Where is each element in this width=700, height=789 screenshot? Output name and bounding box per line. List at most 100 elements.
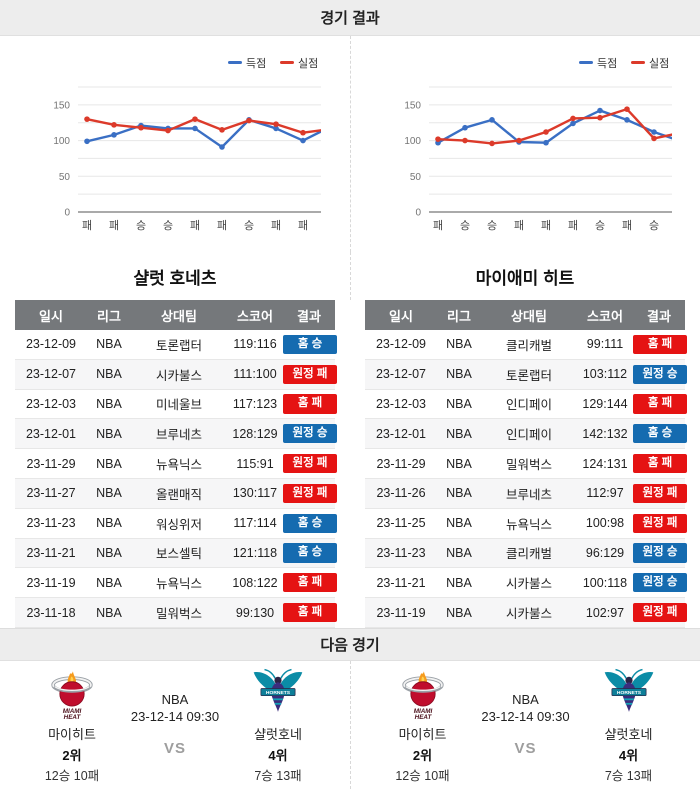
team-rank: 2위 [62,747,82,763]
scored-series [435,107,672,146]
cell-result: 홈 승 [633,424,687,444]
column-header: 일시 [389,308,413,324]
legend-label: 실점 [649,57,669,70]
cell-result: 원정 승 [633,573,687,593]
cell-date: 23-12-07 [25,367,77,382]
cell-date: 23-12-07 [375,367,427,382]
cell-opponent: 토론랩터 [505,368,552,383]
hornets-logo: HORNETS [253,668,303,712]
cell-league: NBA [446,486,472,501]
grid-lines [78,86,321,213]
cell-league: NBA [446,367,472,382]
heat-table-panel: 마이애미 히트 일시 리그 상대팀 스코어 결과 23-12-09 NBA 클리캐벌 99:1… [350,252,700,628]
svg-text:50: 50 [59,172,71,183]
cell-result: 홈 승 [283,513,337,533]
cell-date: 23-11-23 [26,516,76,531]
result-badge: 홈 승 [633,424,687,444]
cell-result: 원정 승 [283,424,337,444]
cell-score: 117:123 [232,396,278,411]
heat-results-table: 일시 리그 상대팀 스코어 결과 23-12-09 NBA 클리캐벌 99:111 홈 패 23-… [365,300,687,628]
table-header-row: 일시 리그 상대팀 스코어 결과 [365,300,685,330]
result-badge: 원정 패 [283,364,337,384]
cell-date: 23-11-26 [376,486,426,501]
table-row: 23-12-01 NBA 브루네츠 128:129 원정 승 [15,419,337,450]
grid-lines [429,86,672,213]
hornets-results-chart: 0 50 100 150 패 패 승 승 패 패 승 패 패 득점 실점 [53,57,321,232]
result-badge: 홈 승 [283,334,337,354]
table-row: 23-12-07 NBA 토론랩터 103:112 원정 승 [365,359,687,390]
table-body: 23-12-09 NBA 토론랩터 119:116 홈 승 23-12-07 NBA 시카불스… [15,330,337,628]
table-row: 23-12-03 NBA 미네울브 117:123 홈 패 [15,390,337,420]
cell-score: 128:129 [232,426,278,441]
y-axis-labels: 0 50 100 150 [404,100,421,218]
scored-series [84,117,321,150]
table-row: 23-11-19 NBA 시카불스 102:97 원정 패 [365,598,687,628]
cell-opponent: 미네울브 [155,398,202,413]
cell-opponent: 클리캐벌 [505,338,552,353]
table-row: 23-12-09 NBA 토론랩터 119:116 홈 승 [15,330,337,360]
tables-section: 샬럿 호네츠 일시 리그 상대팀 스코어 결과 23-12-09 NBA 토론랩터 119:1… [0,252,700,628]
cell-score: 103:112 [582,367,628,382]
svg-text:승: 승 [136,219,146,232]
cell-league: NBA [96,456,122,471]
cell-opponent: 시카불스 [505,607,552,622]
column-header: 상대팀 [161,308,197,324]
hornets-logo: HORNETS [604,668,653,712]
svg-text:MIAMI: MIAMI [413,708,432,715]
cell-result: 원정 패 [633,483,687,503]
team-rank: 4위 [268,747,288,763]
next-title: 다음 경기 [320,636,380,654]
heat-chart-panel: 0 50 100 150 패 승 승 패 패 패 승 패 승 득점 실점 [350,36,700,252]
cell-opponent: 인디페이 [505,398,552,413]
svg-text:승: 승 [649,219,659,232]
cell-result: 홈 승 [283,543,337,563]
table-row: 23-11-21 NBA 보스셀틱 121:118 홈 승 [15,538,337,569]
result-badge: 홈 승 [283,543,337,563]
legend-label: 득점 [246,57,266,70]
cell-league: NBA [446,337,472,352]
league-label: NBA [161,692,189,708]
cell-score: 96:129 [585,545,625,560]
cell-league: NBA [446,426,472,441]
result-badge: 원정 패 [633,483,687,503]
column-header: 스코어 [237,308,273,324]
svg-text:패: 패 [622,219,632,232]
legend-swatch [228,61,242,64]
team-rank: 2위 [412,747,433,763]
svg-text:승: 승 [595,219,605,232]
svg-text:패: 패 [514,219,524,232]
cell-league: NBA [96,367,122,382]
cell-score: 112:97 [586,486,624,501]
svg-text:50: 50 [410,172,422,183]
cell-opponent: 뉴욕닉스 [155,458,202,473]
result-badge: 원정 패 [633,513,687,533]
svg-text:MIAMI: MIAMI [63,708,82,715]
cell-result: 원정 패 [283,453,337,474]
cell-date: 23-11-21 [26,545,76,560]
cell-league: NBA [96,396,122,411]
cell-league: NBA [446,456,472,471]
cell-result: 홈 승 [283,334,337,354]
cell-result: 홈 패 [633,453,687,474]
result-badge: 홈 승 [283,513,337,533]
team-title: 샬럿 호네츠 [133,268,217,288]
cell-date: 23-11-29 [26,456,76,471]
cell-result: 원정 승 [633,543,687,563]
table-row: 23-12-01 NBA 인디페이 142:132 홈 승 [365,419,687,450]
cell-league: NBA [446,545,472,560]
cell-date: 23-12-03 [375,396,427,411]
match-info: NBA 23-12-14 09:30 VS [131,692,219,757]
cell-score: 99:130 [235,605,275,620]
cell-league: NBA [446,516,472,531]
cell-score: 100:98 [585,516,625,531]
result-badge: 원정 승 [633,543,687,563]
cell-opponent: 브루네츠 [155,428,202,443]
column-header: 결과 [647,308,671,324]
table-row: 23-11-26 NBA 브루네츠 112:97 원정 패 [365,478,687,509]
team-name: 마이히트 [398,726,447,742]
cell-league: NBA [96,545,122,560]
cell-league: NBA [446,605,472,620]
cell-result: 원정 승 [633,364,687,384]
